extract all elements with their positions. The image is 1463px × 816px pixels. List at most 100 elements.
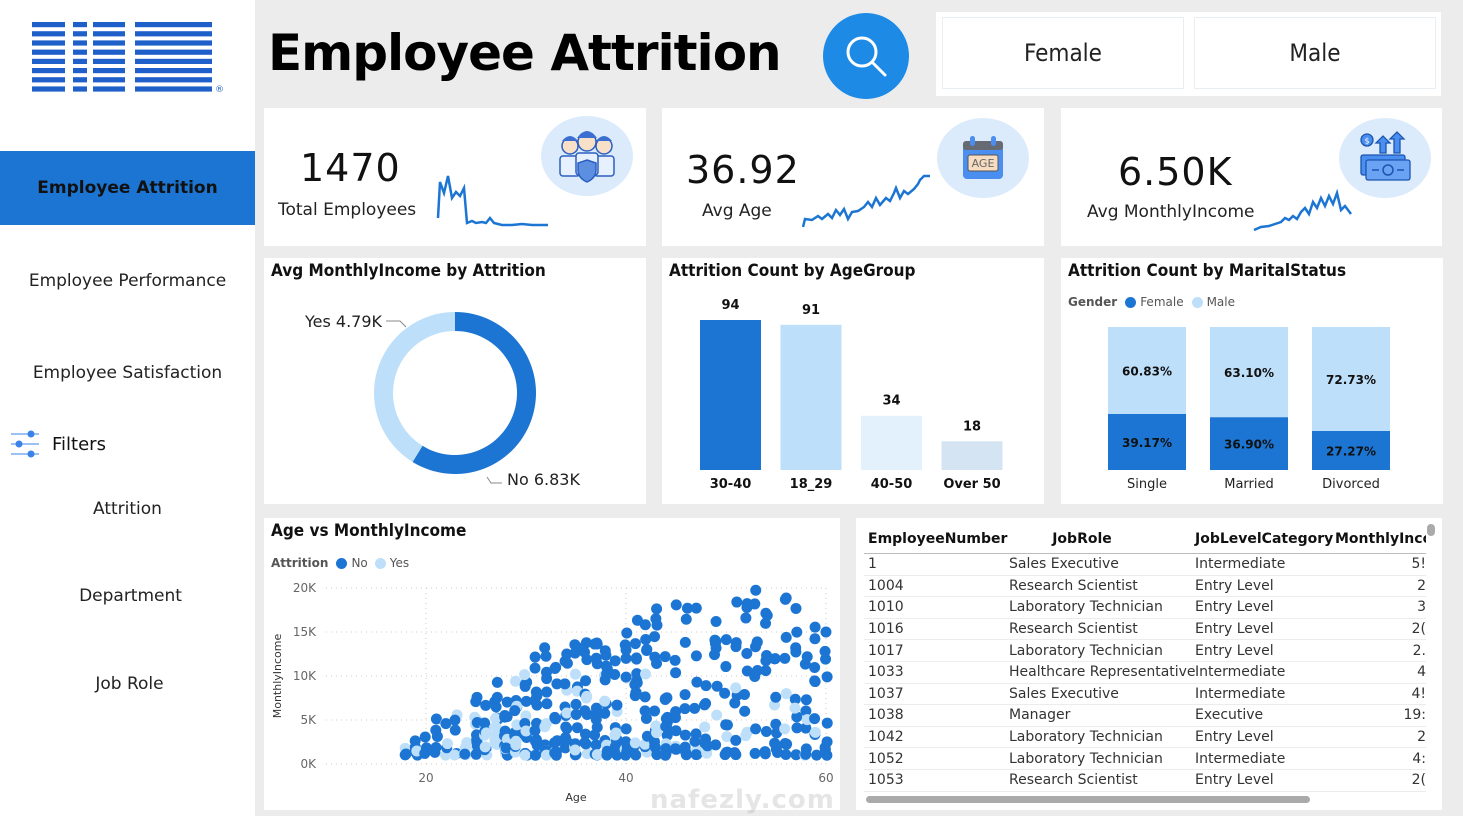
table-cell: 5!: [1411, 556, 1426, 573]
bar-value-label: 18: [963, 419, 981, 434]
point-attrition-no: [749, 747, 761, 759]
sparkline: [1253, 188, 1352, 232]
point-attrition-no: [779, 738, 791, 750]
point-attrition-no: [719, 749, 731, 761]
legend-label-yes[interactable]: Yes: [389, 556, 410, 570]
filters-header[interactable]: Filters: [10, 430, 106, 458]
col-header-job-role[interactable]: JobRole: [1052, 530, 1112, 547]
filter-department[interactable]: Department: [79, 586, 182, 606]
logo-gap: [65, 20, 73, 95]
nav-employee-performance[interactable]: Employee Performance: [28, 271, 227, 291]
point-attrition-no: [720, 634, 732, 646]
table-cell: Entry Level: [1195, 599, 1274, 616]
kpi-value: 1470: [300, 146, 401, 190]
point-attrition-no: [620, 671, 632, 683]
table-cell: Intermediate: [1195, 685, 1286, 702]
point-attrition-no: [621, 627, 633, 639]
point-attrition-no: [471, 691, 483, 703]
gender-male-button[interactable]: Male: [1194, 17, 1436, 89]
category-label: 40-50: [871, 477, 913, 492]
point-attrition-no: [650, 613, 662, 625]
employee-table-card: [856, 518, 1442, 810]
point-attrition-no: [520, 695, 532, 707]
point-attrition-no: [730, 749, 742, 761]
point-attrition-no: [809, 676, 821, 688]
chart-title: Attrition Count by MaritalStatus: [1068, 261, 1347, 281]
point-attrition-no: [801, 651, 813, 663]
gender-slicer: Female Male: [936, 12, 1441, 96]
legend-label-female[interactable]: Female: [1140, 295, 1184, 309]
legend-label-no[interactable]: No: [351, 556, 368, 570]
bar-value-label: 91: [802, 303, 820, 318]
nav-employee-attrition[interactable]: Employee Attrition: [0, 151, 255, 225]
point-attrition-yes: [441, 738, 453, 750]
y-tick-label: 0K: [300, 757, 317, 771]
point-attrition-no: [790, 642, 802, 654]
table-horizontal-scrollbar[interactable]: [866, 796, 1310, 803]
search-button[interactable]: [823, 13, 909, 99]
table-row[interactable]: 1042 Laboratory Technician Entry Level 2: [864, 727, 1426, 749]
legend-label-male[interactable]: Male: [1206, 295, 1236, 309]
table-row[interactable]: 1017 Laboratory Technician Entry Level 2.: [864, 640, 1426, 662]
col-header-job-level-category[interactable]: JobLevelCategory: [1195, 530, 1334, 547]
sparkline: [436, 175, 548, 227]
point-attrition-no: [630, 687, 642, 699]
point-attrition-no: [740, 612, 752, 624]
table-row[interactable]: 1052 Laboratory Technician Intermediate 4:: [864, 748, 1426, 770]
table-vertical-scrollbar[interactable]: [1427, 524, 1435, 536]
agegroup-bar-chart: 94 30-40 91 18_29 34 40-50 18 Over 50: [700, 298, 1003, 492]
logo-gap: [125, 20, 135, 95]
table-row[interactable]: 1016 Research Scientist Entry Level 2(: [864, 619, 1426, 641]
point-attrition-no: [690, 602, 702, 614]
point-attrition-no: [561, 657, 573, 669]
agegroup-chart-card: Attrition Count by AgeGroup 94 30-40 91 18_…: [662, 258, 1044, 504]
table-cell: 1042: [868, 729, 904, 746]
point-attrition-yes: [650, 720, 662, 732]
table-row[interactable]: 1004 Research Scientist Entry Level 2: [864, 576, 1426, 598]
point-attrition-no: [809, 633, 821, 645]
marital-chart-card: Attrition Count by MaritalStatus Gender …: [1061, 258, 1443, 504]
table-row[interactable]: 1010 Laboratory Technician Entry Level 3: [864, 597, 1426, 619]
table-row[interactable]: 1037 Sales Executive Intermediate 4!: [864, 684, 1426, 706]
point-attrition-no: [800, 748, 812, 760]
point-attrition-no: [790, 602, 802, 614]
table-row[interactable]: 1038 Manager Executive 19:: [864, 705, 1426, 727]
point-attrition-no: [629, 638, 641, 650]
col-header-employee-number[interactable]: EmployeeNumber: [868, 530, 1008, 547]
point-attrition-no: [529, 725, 541, 737]
table-cell: 2(: [1411, 772, 1426, 789]
point-attrition-no: [651, 658, 663, 670]
point-attrition-no: [641, 645, 653, 657]
point-attrition-no: [809, 713, 821, 725]
gender-female-button[interactable]: Female: [942, 17, 1184, 89]
point-attrition-no: [661, 721, 673, 733]
point-attrition-no: [630, 749, 642, 761]
point-attrition-no: [489, 696, 501, 708]
table-body: 1 Sales Executive Intermediate 5! 1004 Resear…: [864, 554, 1426, 792]
point-attrition-yes: [520, 725, 532, 737]
point-attrition-no: [639, 705, 651, 717]
table-cell: 19:: [1403, 707, 1426, 724]
table-cell: Sales Executive: [1009, 685, 1119, 702]
point-attrition-yes: [561, 707, 573, 719]
data-label-male: 63.10%: [1224, 366, 1274, 380]
point-attrition-yes: [730, 682, 742, 694]
point-attrition-no: [629, 679, 641, 691]
nav-employee-satisfaction[interactable]: Employee Satisfaction: [32, 363, 223, 383]
category-label: Divorced: [1322, 477, 1380, 492]
point-attrition-yes: [490, 712, 502, 724]
col-header-monthly-income[interactable]: MonthlyInco: [1335, 530, 1426, 547]
filter-attrition[interactable]: Attrition: [93, 499, 162, 519]
point-attrition-no: [599, 674, 611, 686]
legend-dot-no: [336, 557, 348, 569]
filter-job-role[interactable]: Job Role: [95, 674, 164, 694]
point-attrition-yes: [480, 727, 492, 739]
table-row[interactable]: 1053 Research Scientist Entry Level 2(: [864, 770, 1426, 792]
point-attrition-no: [661, 692, 673, 704]
point-attrition-no: [600, 649, 612, 661]
point-attrition-no: [651, 749, 663, 761]
table-cell: 4:: [1412, 750, 1426, 767]
table-row[interactable]: 1 Sales Executive Intermediate 5!: [864, 554, 1426, 576]
logo-stripe: [32, 77, 212, 83]
table-row[interactable]: 1033 Healthcare Representative Intermediat…: [864, 662, 1426, 684]
